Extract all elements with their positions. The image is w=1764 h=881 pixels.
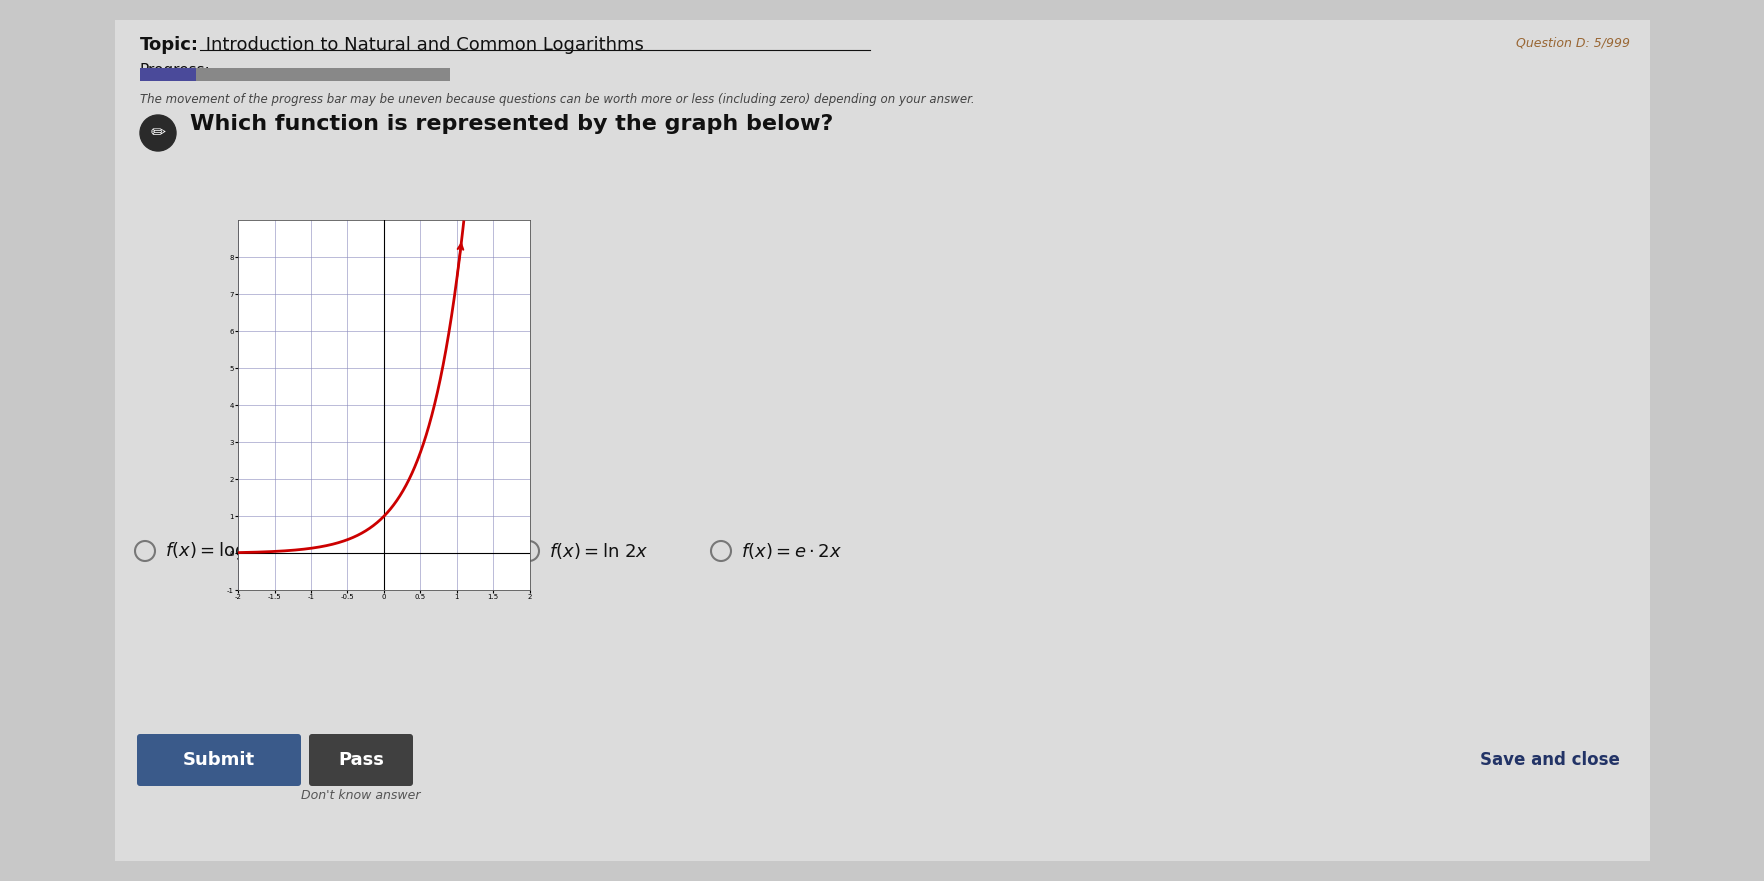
FancyBboxPatch shape (309, 734, 413, 786)
Text: Progress:: Progress: (139, 63, 210, 78)
Circle shape (139, 115, 176, 151)
Text: Don't know answer: Don't know answer (302, 789, 420, 802)
Text: The movement of the progress bar may be uneven because questions can be worth mo: The movement of the progress bar may be … (139, 93, 974, 106)
Text: $f(x) = e \cdot 2x$: $f(x) = e \cdot 2x$ (741, 541, 841, 561)
FancyBboxPatch shape (138, 734, 302, 786)
Text: $f(x) = e^{2x}$: $f(x) = e^{2x}$ (356, 540, 439, 562)
Text: Submit: Submit (183, 751, 256, 769)
Text: Which function is represented by the graph below?: Which function is represented by the gra… (191, 114, 833, 134)
Text: Topic:: Topic: (139, 36, 199, 54)
FancyBboxPatch shape (115, 20, 1649, 861)
Text: $f(x) = \ln\,2x$: $f(x) = \ln\,2x$ (549, 541, 647, 561)
Text: ✏: ✏ (150, 124, 166, 142)
FancyBboxPatch shape (139, 68, 196, 81)
Text: Question D: 5/999: Question D: 5/999 (1515, 36, 1630, 49)
Text: Introduction to Natural and Common Logarithms: Introduction to Natural and Common Logar… (199, 36, 644, 54)
FancyBboxPatch shape (139, 68, 450, 81)
Text: Pass: Pass (339, 751, 385, 769)
Text: $f(x) = \log\,2x$: $f(x) = \log\,2x$ (164, 540, 275, 562)
Text: Save and close: Save and close (1480, 751, 1619, 769)
